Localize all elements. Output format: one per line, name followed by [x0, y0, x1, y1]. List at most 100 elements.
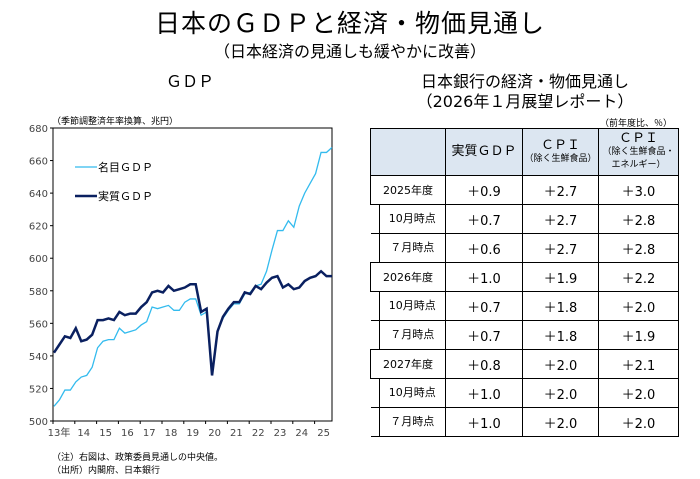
- y-tick-label: 520: [29, 384, 48, 395]
- y-tick-label: 620: [29, 222, 48, 233]
- table-cell: ＋0.9: [445, 175, 523, 205]
- row-label: ７月時点: [370, 320, 446, 350]
- notes: （注）右図は、政策委員見通しの中央値。 （出所）内閣府、日本銀行: [52, 452, 223, 478]
- table-cell: ＋1.8: [522, 291, 599, 321]
- chart-unit: （季節調整済年率換算、兆円）: [52, 117, 179, 127]
- table-cell: ＋1.0: [445, 262, 523, 292]
- plot-frame: [52, 127, 333, 422]
- row-label-text: 10月時点: [378, 379, 446, 407]
- table-row: 10月時点 ＋1.0 ＋2.0 ＋2.0: [370, 378, 679, 408]
- y-tick-label: 560: [29, 319, 48, 330]
- table-row: ７月時点 ＋1.0 ＋2.0 ＋2.0: [370, 407, 679, 437]
- table-cell: ＋2.7: [522, 204, 599, 234]
- table-cell: ＋2.0: [598, 378, 679, 408]
- table-unit: （前年度比、％）: [600, 119, 673, 129]
- table-cell: ＋2.8: [598, 233, 679, 263]
- series-line-nominal: [53, 147, 333, 407]
- row-label: 2025年度: [370, 175, 446, 205]
- page-subtitle: （日本経済の見通しも緩やかに改善）: [213, 42, 486, 61]
- table-cell: ＋1.8: [522, 320, 599, 350]
- y-tick-label: 580: [29, 287, 48, 298]
- table-cell: ＋2.0: [522, 349, 599, 379]
- table-cell: ＋1.9: [522, 262, 599, 292]
- row-label-text: 10月時点: [378, 205, 446, 233]
- table-cell: ＋2.7: [522, 175, 599, 205]
- table-cell: ＋1.9: [598, 320, 679, 350]
- table-header-row: 実質ＧＤＰ ＣＰＩ （除く生鮮食品） ＣＰＩ （除く生鮮食品・エネルギー）: [370, 128, 679, 176]
- y-tick-label: 540: [29, 352, 48, 363]
- row-label-text: ７月時点: [378, 321, 446, 349]
- table-row: 10月時点 ＋0.7 ＋2.7 ＋2.8: [370, 204, 679, 234]
- table-cell: ＋2.0: [598, 291, 679, 321]
- row-label-text: ７月時点: [378, 408, 446, 436]
- gdp-chart: 500 520 540 560 580 600 620 640 660 680 13年 14 15 16 1…: [29, 124, 333, 439]
- row-label: ７月時点: [370, 233, 446, 263]
- table-row: ７月時点 ＋0.6 ＋2.7 ＋2.8: [370, 233, 679, 263]
- x-tick-label: 23: [274, 428, 287, 439]
- table-row: 2027年度 ＋0.8 ＋2.0 ＋2.1: [370, 349, 679, 379]
- table-row: 2025年度 ＋0.9 ＋2.7 ＋3.0: [370, 175, 679, 205]
- y-tick-label: 500: [29, 417, 48, 428]
- col-title: 実質ＧＤＰ: [451, 144, 517, 159]
- x-tick-label: 21: [230, 428, 243, 439]
- row-label: 2026年度: [370, 262, 446, 292]
- x-tick-label: 14: [77, 428, 90, 439]
- row-label: 10月時点: [370, 378, 446, 408]
- table-cell: ＋2.0: [522, 407, 599, 437]
- y-tick-label: 680: [29, 124, 48, 135]
- col-subtitle: （除く生鮮食品・エネルギー）: [602, 147, 675, 170]
- source-line: （出所）内閣府、日本銀行: [52, 466, 161, 476]
- row-label: 10月時点: [370, 204, 446, 234]
- table-cell: ＋2.0: [522, 378, 599, 408]
- row-label-text: ７月時点: [378, 234, 446, 262]
- x-tick-label: 20: [208, 428, 221, 439]
- table-cell: ＋2.7: [522, 233, 599, 263]
- header-col: ＣＰＩ （除く生鮮食品）: [522, 128, 599, 176]
- col-subtitle: （除く生鮮食品）: [524, 153, 597, 164]
- x-tick-label: 16: [121, 428, 134, 439]
- row-label: ７月時点: [370, 407, 446, 437]
- table-cell: ＋0.6: [445, 233, 523, 263]
- legend-label: 実質ＧＤＰ: [98, 189, 153, 203]
- x-tick-label: 24: [295, 428, 308, 439]
- x-tick-label: 13年: [48, 426, 71, 439]
- row-label: 2027年度: [370, 349, 446, 379]
- chart-heading: ＧＤＰ: [165, 72, 214, 91]
- x-tick-label: 22: [252, 428, 265, 439]
- table-cell: ＋2.1: [598, 349, 679, 379]
- table-cell: ＋2.8: [598, 204, 679, 234]
- x-tick-label: 15: [99, 428, 112, 439]
- table-row: 10月時点 ＋0.7 ＋1.8 ＋2.0: [370, 291, 679, 321]
- col-title: ＣＰＩ: [618, 131, 658, 146]
- table-cell: ＋2.0: [598, 407, 679, 437]
- header-col: ＣＰＩ （除く生鮮食品・エネルギー）: [598, 128, 679, 176]
- table-cell: ＋0.7: [445, 291, 523, 321]
- table-cell: ＋0.7: [445, 204, 523, 234]
- table-cell: ＋1.0: [445, 407, 523, 437]
- x-tick-label: 18: [165, 428, 178, 439]
- table-row: ７月時点 ＋0.7 ＋1.8 ＋1.9: [370, 320, 679, 350]
- header-blank: [370, 128, 446, 176]
- note-line: （注）右図は、政策委員見通しの中央値。: [52, 453, 224, 463]
- table-row: 2026年度 ＋1.0 ＋1.9 ＋2.2: [370, 262, 679, 292]
- table-heading: 日本銀行の経済・物価見通し: [420, 72, 629, 91]
- col-title: ＣＰＩ: [540, 137, 580, 153]
- row-label: 10月時点: [370, 291, 446, 321]
- y-tick-label: 660: [29, 157, 48, 168]
- table-cell: ＋0.8: [445, 349, 523, 379]
- forecast-table: 実質ＧＤＰ ＣＰＩ （除く生鮮食品） ＣＰＩ （除く生鮮食品・エネルギー） 2025…: [370, 128, 679, 437]
- table-cell: ＋2.2: [598, 262, 679, 292]
- table-cell: ＋3.0: [598, 175, 679, 205]
- row-label-text: 10月時点: [378, 292, 446, 320]
- table-cell: ＋1.0: [445, 378, 523, 408]
- legend-label: 名目ＧＤＰ: [98, 160, 153, 174]
- header-col: 実質ＧＤＰ: [445, 128, 523, 176]
- series-line-real: [52, 269, 332, 376]
- page-title: 日本のＧＤＰと経済・物価見通し: [154, 9, 545, 38]
- y-tick-label: 640: [29, 189, 48, 200]
- table-subheading: （2026年１月展望レポート）: [416, 92, 634, 111]
- x-tick-label: 25: [317, 428, 330, 439]
- x-tick-label: 17: [143, 428, 156, 439]
- y-tick-label: 600: [29, 254, 48, 265]
- table-cell: ＋0.7: [445, 320, 523, 350]
